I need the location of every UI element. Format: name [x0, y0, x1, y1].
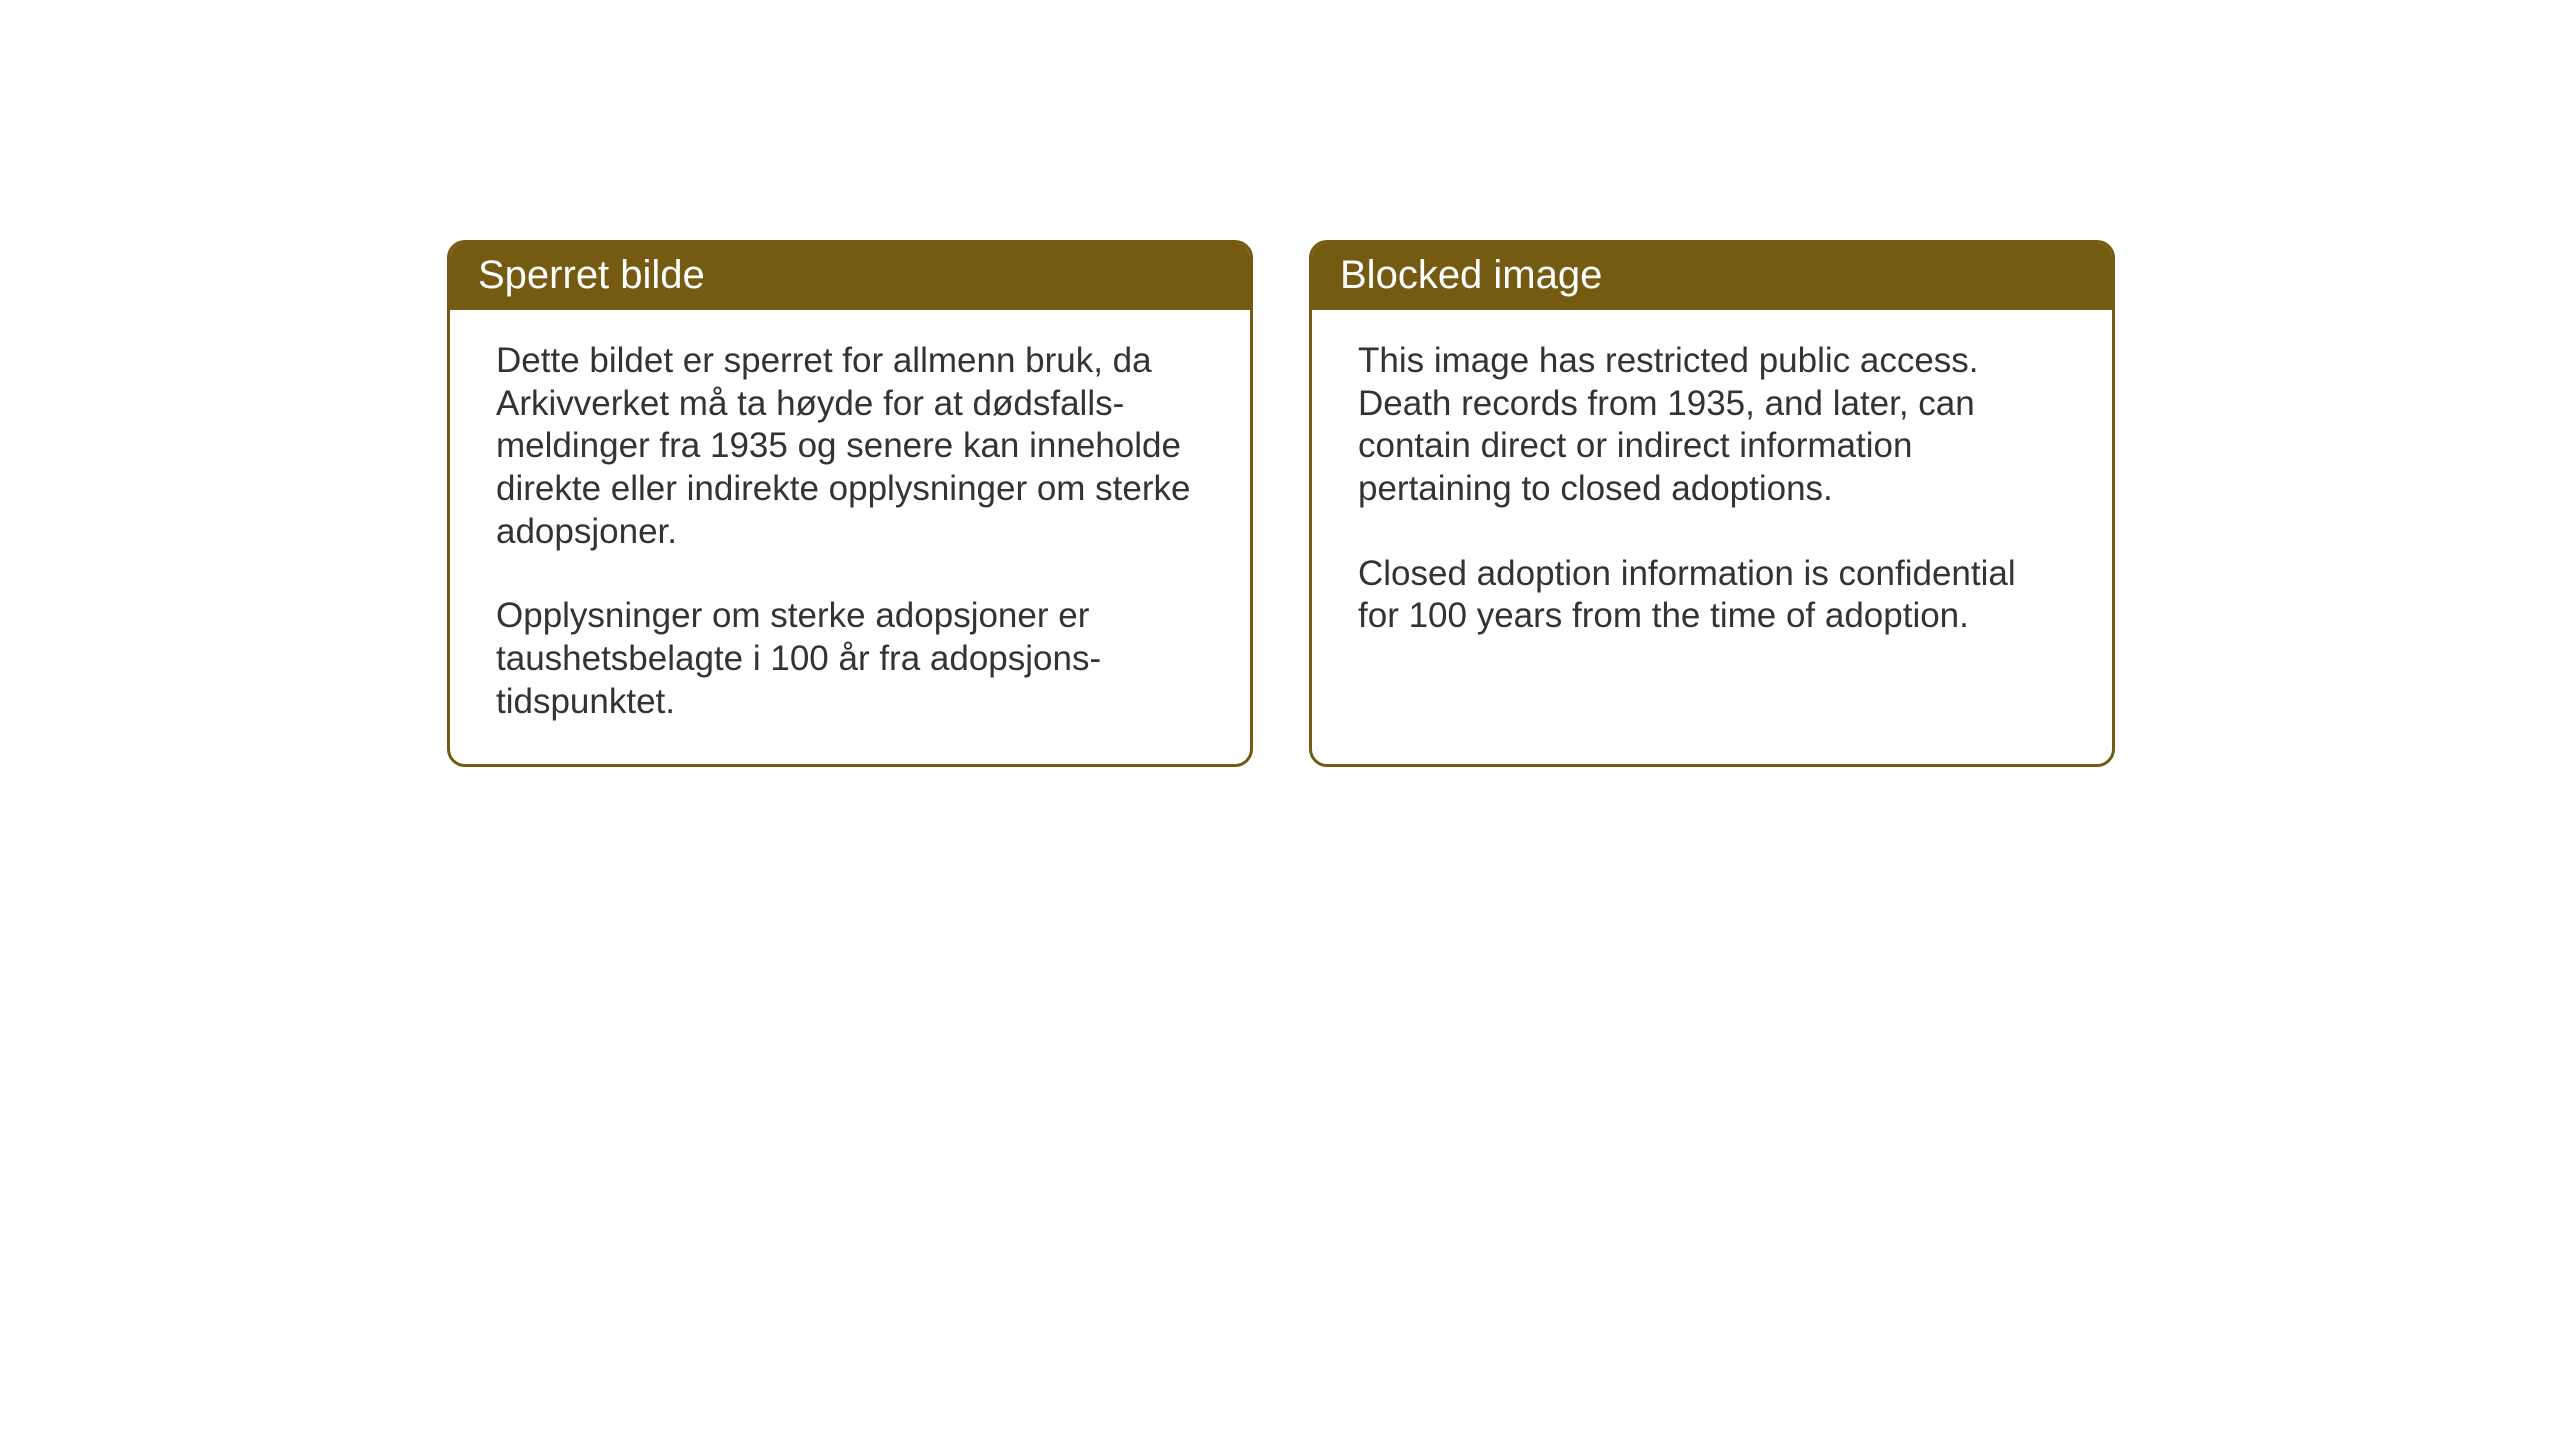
notice-cards-container: Sperret bilde Dette bildet er sperret fo… — [0, 0, 2560, 767]
notice-card-norwegian: Sperret bilde Dette bildet er sperret fo… — [447, 240, 1253, 767]
card-paragraph: Closed adoption information is confident… — [1358, 553, 2066, 638]
card-title-norwegian: Sperret bilde — [450, 243, 1250, 310]
card-paragraph: Opplysninger om sterke adopsjoner er tau… — [496, 595, 1204, 723]
card-title-english: Blocked image — [1312, 243, 2112, 310]
notice-card-english: Blocked image This image has restricted … — [1309, 240, 2115, 767]
card-body-norwegian: Dette bildet er sperret for allmenn bruk… — [450, 310, 1250, 764]
card-paragraph: This image has restricted public access.… — [1358, 340, 2066, 511]
card-body-english: This image has restricted public access.… — [1312, 310, 2112, 678]
card-paragraph: Dette bildet er sperret for allmenn bruk… — [496, 340, 1204, 553]
